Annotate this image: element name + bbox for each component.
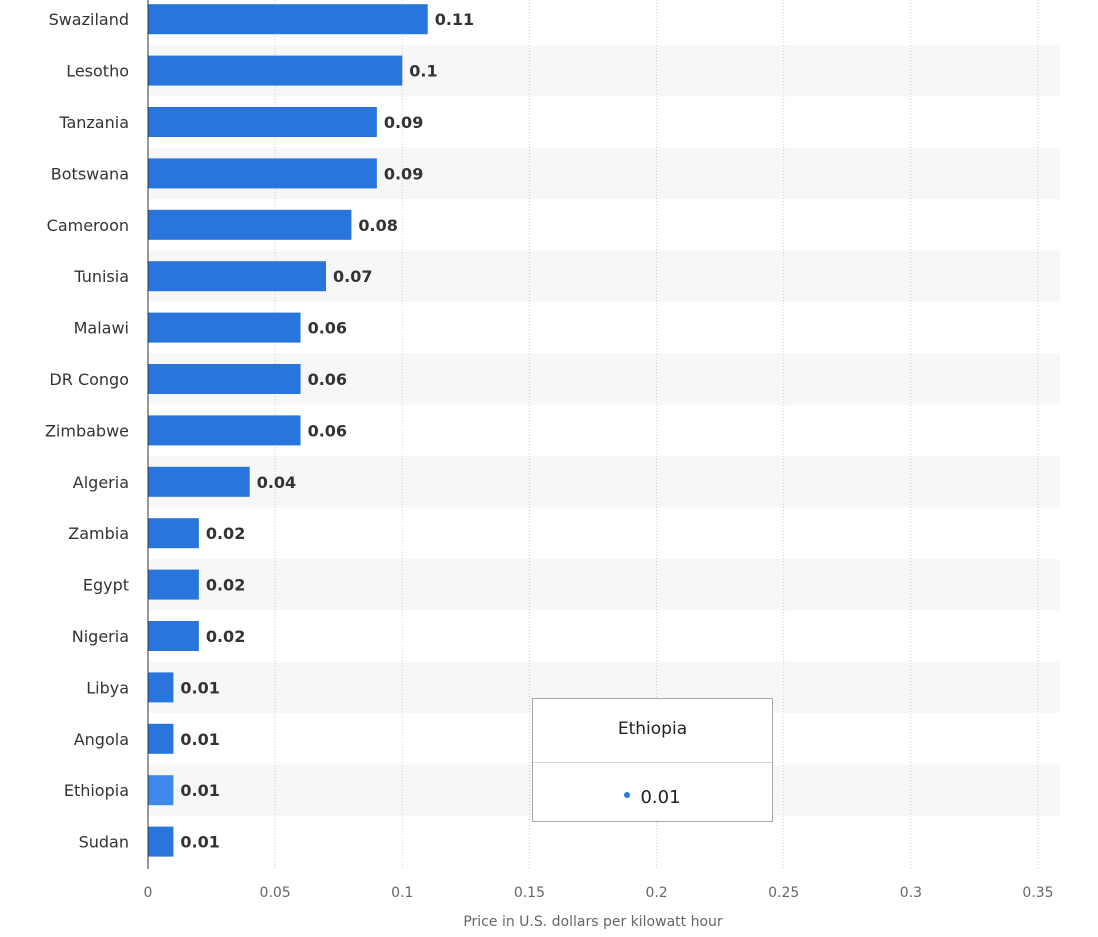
value-label: 0.02 [206, 576, 245, 595]
bar[interactable] [148, 312, 301, 343]
bar[interactable] [148, 569, 199, 600]
category-label: Libya [86, 678, 129, 697]
category-label: Angola [74, 730, 129, 749]
value-label: 0.01 [180, 781, 219, 800]
value-label: 0.02 [206, 627, 245, 646]
value-label: 0.01 [180, 730, 219, 749]
value-label: 0.07 [333, 267, 372, 286]
category-label: Zimbabwe [45, 421, 129, 440]
bar[interactable] [148, 364, 301, 394]
x-tick-label: 0.2 [645, 885, 667, 901]
category-labels: Swaziland Lesotho Tanzania Botswana Cameroon… [45, 10, 129, 851]
row-band [148, 558, 1060, 611]
category-label: Tanzania [58, 113, 129, 132]
x-tick-label: 0.25 [768, 885, 799, 901]
x-tick-label: 0.1 [391, 885, 413, 901]
category-label: Swaziland [49, 10, 129, 29]
value-label: 0.06 [308, 319, 347, 338]
bar[interactable] [148, 209, 352, 240]
bar[interactable] [148, 158, 377, 189]
category-label: Botswana [51, 164, 129, 183]
value-label: 0.08 [358, 216, 397, 235]
gridlines [274, 0, 1039, 869]
value-label: 0.04 [257, 473, 296, 492]
bar[interactable] [148, 723, 174, 754]
series-dot-icon [624, 792, 631, 798]
category-label: Ethiopia [64, 781, 129, 800]
bar[interactable] [148, 55, 403, 86]
category-label: Zambia [68, 524, 129, 543]
category-label: Algeria [73, 473, 129, 492]
x-tick-label: 0.35 [1022, 885, 1053, 901]
category-label: Sudan [79, 833, 129, 852]
bar[interactable] [148, 672, 174, 703]
category-label: Egypt [83, 576, 129, 595]
tooltip-title: Ethiopia [533, 699, 772, 763]
category-label: DR Congo [49, 370, 129, 389]
bar[interactable] [148, 518, 199, 549]
value-label: 0.01 [180, 833, 219, 852]
category-label: Cameroon [47, 216, 129, 235]
bar[interactable] [148, 775, 174, 806]
x-tick-label: 0.15 [514, 885, 545, 901]
category-label: Nigeria [72, 627, 129, 646]
category-label: Malawi [74, 319, 129, 338]
bar[interactable] [148, 466, 250, 497]
category-label: Lesotho [66, 62, 129, 81]
x-axis-title: Price in U.S. dollars per kilowatt hour [463, 914, 723, 930]
bars [148, 4, 428, 857]
value-label: 0.06 [308, 370, 347, 389]
x-tick-label: 0.05 [260, 885, 291, 901]
value-label: 0.01 [180, 678, 219, 697]
value-label: 0.06 [308, 421, 347, 440]
row-band [148, 456, 1060, 508]
tooltip: Ethiopia 0.01 [532, 698, 773, 822]
bar[interactable] [148, 621, 199, 651]
tooltip-value: 0.01 [640, 787, 681, 808]
x-tick-label: 0 [144, 885, 153, 901]
tooltip-value-row: 0.01 [533, 763, 772, 823]
value-label: 0.09 [384, 113, 423, 132]
value-label: 0.02 [206, 524, 245, 543]
category-label: Tunisia [73, 267, 129, 286]
bar[interactable] [148, 415, 301, 446]
value-label: 0.1 [409, 62, 437, 81]
value-label: 0.09 [384, 164, 423, 183]
x-axis-ticks: 0 0.05 0.1 0.15 0.2 0.25 0.3 0.35 [144, 885, 1054, 901]
x-tick-label: 0.3 [900, 885, 922, 901]
bar[interactable] [148, 107, 377, 137]
value-labels: 0.11 0.1 0.09 0.09 0.08 0.07 0.06 0.06 0.06 0.04 0… [180, 10, 474, 851]
value-label: 0.11 [435, 10, 474, 29]
bar[interactable] [148, 261, 326, 292]
bar[interactable] [148, 4, 428, 35]
bar[interactable] [148, 826, 174, 857]
